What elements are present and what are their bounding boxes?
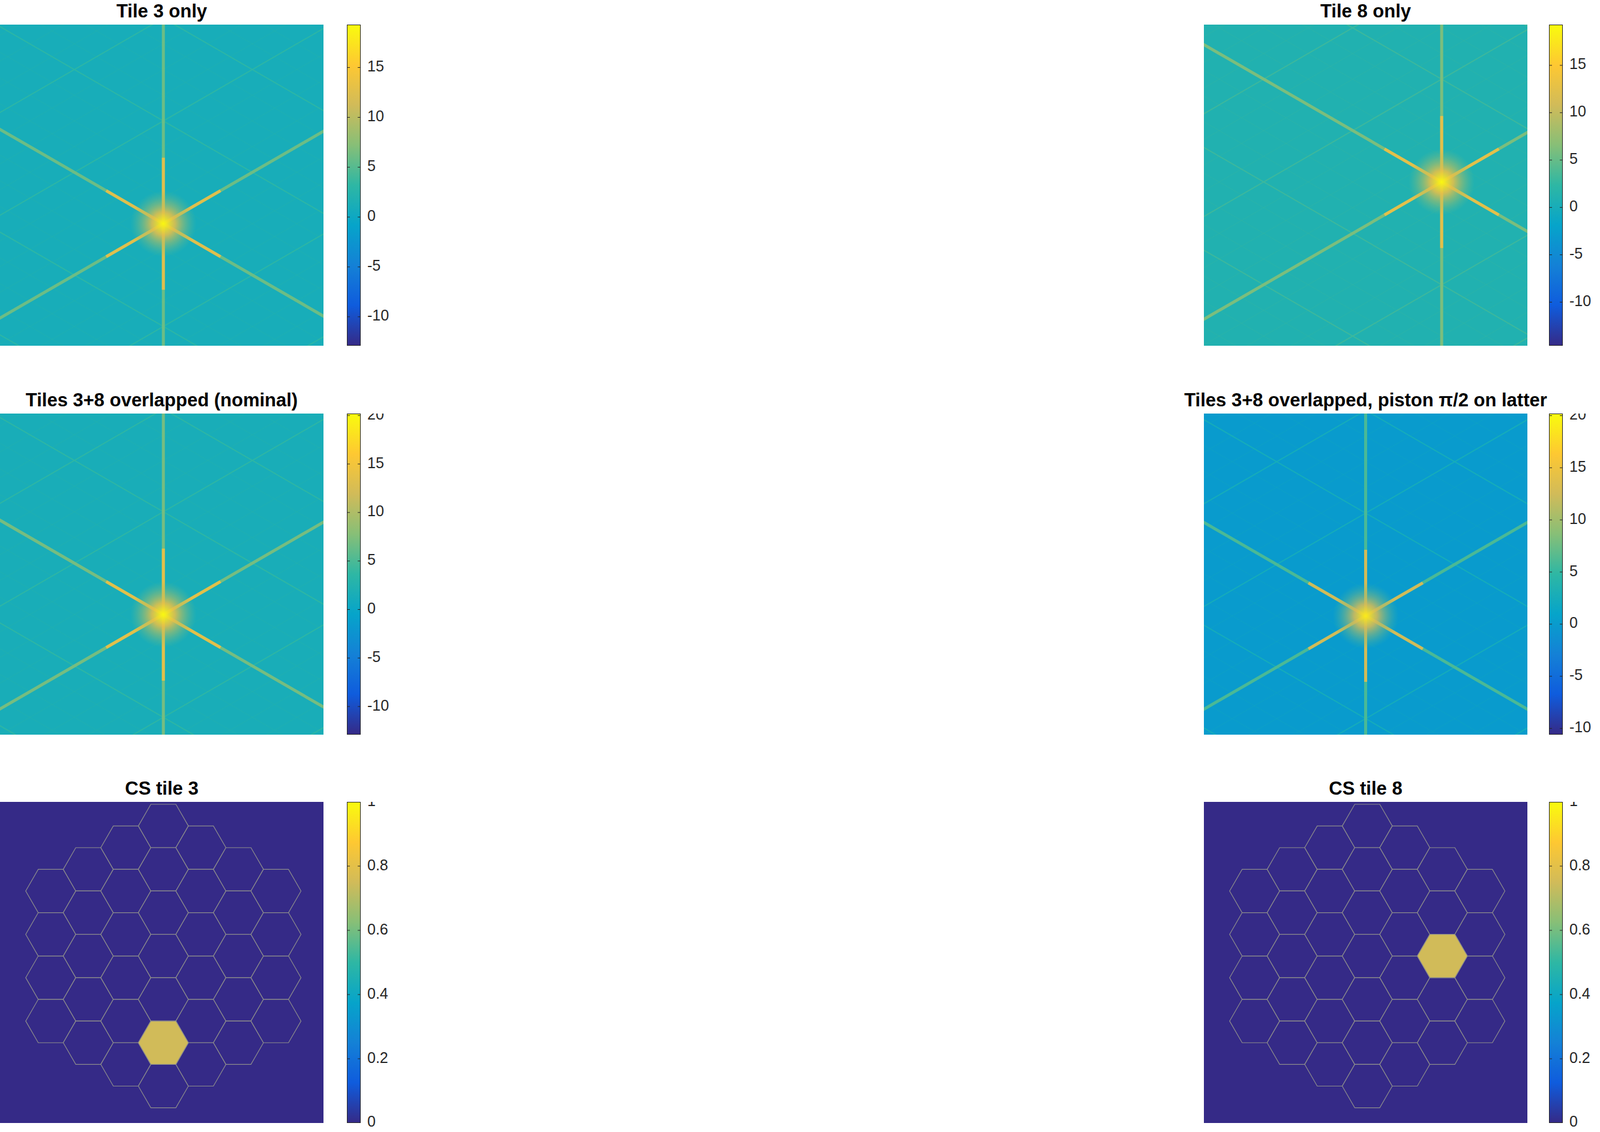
svg-text:15: 15: [1569, 457, 1587, 475]
svg-text:0: 0: [1569, 197, 1578, 215]
html-text:Tile 3 only: Tile 3 only: [116, 0, 208, 22]
svg-text:0: 0: [367, 599, 376, 617]
svg-text:0.2: 0.2: [1569, 1049, 1591, 1066]
svg-text:-5: -5: [1569, 244, 1583, 262]
svg-text:5: 5: [1569, 562, 1578, 580]
svg-text:5: 5: [367, 550, 376, 568]
html-text:CS tile 3: CS tile 3: [125, 777, 199, 799]
svg-text:-10: -10: [1569, 718, 1591, 736]
svg-text:20: 20: [1569, 413, 1587, 423]
html-text:Tile 8 only: Tile 8 only: [1320, 0, 1411, 22]
svg-text:-10: -10: [367, 306, 389, 324]
svg-text:0.6: 0.6: [367, 920, 389, 938]
svg-text:-5: -5: [367, 256, 381, 274]
svg-text:5: 5: [1569, 150, 1578, 167]
svg-text:0.4: 0.4: [367, 984, 389, 1002]
svg-text:5: 5: [367, 157, 376, 175]
svg-text:0: 0: [367, 207, 376, 224]
svg-text:0: 0: [367, 1112, 376, 1130]
svg-text:15: 15: [367, 454, 385, 472]
svg-text:20: 20: [367, 413, 385, 423]
svg-text:0.2: 0.2: [367, 1049, 389, 1066]
html-text:Tiles 3+8 overlapped, piston π: Tiles 3+8 overlapped, piston π/2 on latt…: [1184, 389, 1548, 411]
svg-text:-5: -5: [367, 648, 381, 665]
svg-text:10: 10: [1569, 102, 1587, 120]
svg-text:-10: -10: [367, 696, 389, 714]
svg-text:10: 10: [367, 502, 385, 520]
svg-text:10: 10: [367, 107, 385, 125]
svg-text:1: 1: [1569, 801, 1578, 810]
svg-text:10: 10: [1569, 510, 1587, 527]
svg-text:0: 0: [1569, 1112, 1578, 1130]
svg-text:0.6: 0.6: [1569, 920, 1591, 938]
svg-text:0.8: 0.8: [367, 856, 389, 874]
html-text:CS tile 8: CS tile 8: [1328, 777, 1403, 799]
svg-text:0.4: 0.4: [1569, 984, 1591, 1002]
svg-text:-5: -5: [1569, 666, 1583, 683]
svg-text:15: 15: [367, 57, 385, 75]
svg-text:0.8: 0.8: [1569, 856, 1591, 874]
svg-text:-10: -10: [1569, 292, 1591, 310]
svg-text:1: 1: [367, 801, 376, 810]
svg-text:15: 15: [1569, 55, 1587, 73]
svg-text:0: 0: [1569, 613, 1578, 631]
html-text:Tiles 3+8 overlapped (nominal): Tiles 3+8 overlapped (nominal): [25, 389, 298, 411]
